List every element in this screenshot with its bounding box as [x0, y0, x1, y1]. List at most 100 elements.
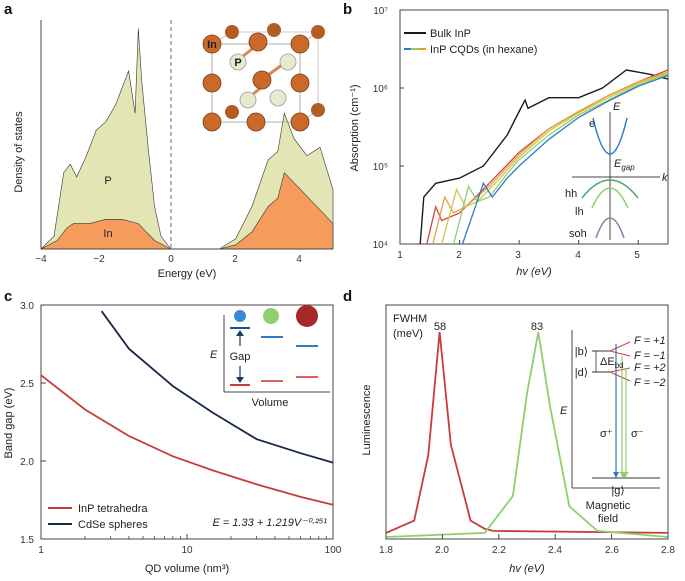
level-b-split-up — [609, 341, 631, 352]
p-atom — [279, 53, 297, 71]
bandgap-curve — [100, 310, 334, 464]
bandgap-curve — [40, 374, 334, 506]
in-atom — [290, 34, 310, 54]
panel-b-xtick: 5 — [634, 250, 640, 261]
panel-b-label: b — [343, 1, 352, 18]
sigma-plus-label: σ⁺ — [600, 428, 613, 440]
luminescence-peak — [385, 331, 669, 534]
panel-c-bandgap-curves — [40, 310, 334, 506]
panel-a-xtick: 2 — [232, 254, 238, 265]
crystal-structure-inset: In P — [202, 23, 325, 132]
panel-c-xtick: 10 — [181, 545, 193, 556]
panel-d-xtick: 2.0 — [435, 545, 449, 556]
panel-d-xtick: 2.4 — [548, 545, 562, 556]
panel-a-xtick: −4 — [35, 254, 47, 265]
panel-a-xticks: −4 −2 0 2 4 — [35, 254, 302, 265]
panel-b-legend: Bulk InP InP CQDs (in hexane) — [404, 28, 537, 56]
panel-c-ytick: 2.0 — [20, 457, 34, 468]
level-b-split-down — [609, 350, 631, 357]
small-dot — [234, 310, 246, 322]
bandgap-equation: E = 1.33 + 1.219V⁻⁰·²⁵¹ — [212, 517, 327, 529]
p-atom — [229, 53, 247, 71]
dos-area-p — [40, 28, 334, 250]
panel-c-legend: InP tetrahedra CdSe spheres — [48, 503, 148, 531]
level-d-split-up — [609, 367, 631, 373]
panel-c-ytick: 1.5 — [20, 535, 34, 546]
band-label-in: In — [103, 228, 112, 240]
in-atom — [246, 112, 266, 132]
peak-label-83: 83 — [531, 321, 543, 333]
sigma-plus-arrow-head — [613, 472, 619, 478]
in-atom — [252, 70, 272, 90]
band-label-p: P — [104, 175, 111, 187]
panel-a: a Density of states −4 −2 0 2 4 Energy (… — [4, 1, 334, 280]
peak-label-58: 58 — [434, 321, 446, 333]
panel-b-frame — [399, 9, 669, 245]
panel-d-xtick: 2.8 — [661, 545, 675, 556]
panel-b-xtick: 2 — [456, 250, 462, 261]
panel-c-xtick: 1 — [38, 545, 44, 556]
inset-hh-label: hh — [565, 188, 577, 200]
magnetic-field-label: field — [598, 513, 618, 525]
in-atom — [225, 25, 239, 39]
panel-b-xtick: 4 — [575, 250, 581, 261]
panel-d-xtick: 1.8 — [379, 545, 393, 556]
state-d-label: |d⟩ — [575, 367, 588, 379]
delta-e-main: ΔE — [600, 356, 615, 368]
panel-a-xlabel: Energy (eV) — [158, 268, 217, 280]
f-level-label: F = +2 — [634, 362, 666, 374]
f-level-label: F = +1 — [634, 335, 666, 347]
light-hole-band — [591, 187, 629, 209]
sigma-minus-arrow-head — [619, 472, 629, 478]
panel-d-xtick: 2.6 — [605, 545, 619, 556]
inset-soh-label: soh — [569, 228, 587, 240]
in-atom — [225, 105, 239, 119]
panel-b-xtick: 3 — [515, 250, 521, 261]
f-level-label: F = −2 — [634, 377, 666, 389]
inset-d-e-label: E — [560, 405, 568, 417]
p-atom — [239, 91, 257, 109]
inset-p-label: P — [234, 57, 241, 69]
panel-b: b Absorption (cm⁻¹) 10⁷ 10⁶ 10⁵ 10⁴ 1 2 … — [343, 1, 669, 278]
legend-label-inp: InP tetrahedra — [78, 503, 148, 515]
panel-a-xtick: −2 — [93, 254, 105, 265]
inset-e-label: E — [613, 101, 621, 113]
panel-d: d Luminescence 1.8 2.0 2.2 2.4 2.6 2.8 h… — [343, 288, 675, 575]
inset-k-label: k — [662, 172, 668, 184]
in-atom — [202, 112, 222, 132]
large-dot — [296, 305, 318, 327]
inset-c-volume-label: Volume — [252, 397, 289, 409]
legend-label-cdse: CdSe spheres — [78, 519, 148, 531]
panel-b-xlabel: hv (eV) — [516, 266, 552, 278]
panel-b-xtick: 1 — [397, 250, 403, 261]
panel-c-xlabel: QD volume (nm³) — [145, 563, 229, 575]
gap-arrow-down-head — [236, 377, 244, 383]
inset-egap-label: Egap — [614, 158, 635, 172]
panel-a-dos-areas — [40, 28, 334, 250]
panel-b-absorption-curves — [419, 69, 669, 245]
panel-b-ylabel: Absorption (cm⁻¹) — [349, 84, 361, 171]
in-atom — [290, 73, 310, 93]
split-off-band — [595, 217, 625, 239]
state-g-label: |g⟩ — [611, 485, 624, 497]
in-atom — [202, 34, 222, 54]
absorption-curve — [426, 69, 669, 245]
inset-c-e-label: E — [210, 349, 218, 361]
p-atom — [269, 89, 287, 107]
exciton-fine-structure-inset: E |b⟩ |d⟩ |g⟩ ΔEbd F = +1 F = −1 F = +2 … — [560, 330, 666, 525]
egap-label-sub: gap — [621, 163, 635, 172]
level-d-split-down — [609, 371, 631, 382]
panel-a-label: a — [4, 1, 13, 18]
legend-label-cqd: InP CQDs (in hexane) — [430, 44, 537, 56]
panel-c: c Band gap (eV) 3.0 2.5 2.0 1.5 1 10 100… — [3, 288, 342, 575]
panel-b-ytick: 10⁶ — [373, 84, 388, 95]
band-diagram-inset: E k e Egap hh lh soh — [565, 101, 668, 240]
panel-d-luminescence-peaks — [385, 331, 669, 538]
state-b-label: |b⟩ — [575, 346, 588, 358]
panel-d-frame — [385, 304, 669, 540]
panel-b-ytick: 10⁷ — [373, 6, 388, 17]
quantum-confinement-inset: E Volume Gap — [210, 305, 330, 409]
in-atom — [248, 32, 268, 52]
in-atom — [311, 103, 325, 117]
